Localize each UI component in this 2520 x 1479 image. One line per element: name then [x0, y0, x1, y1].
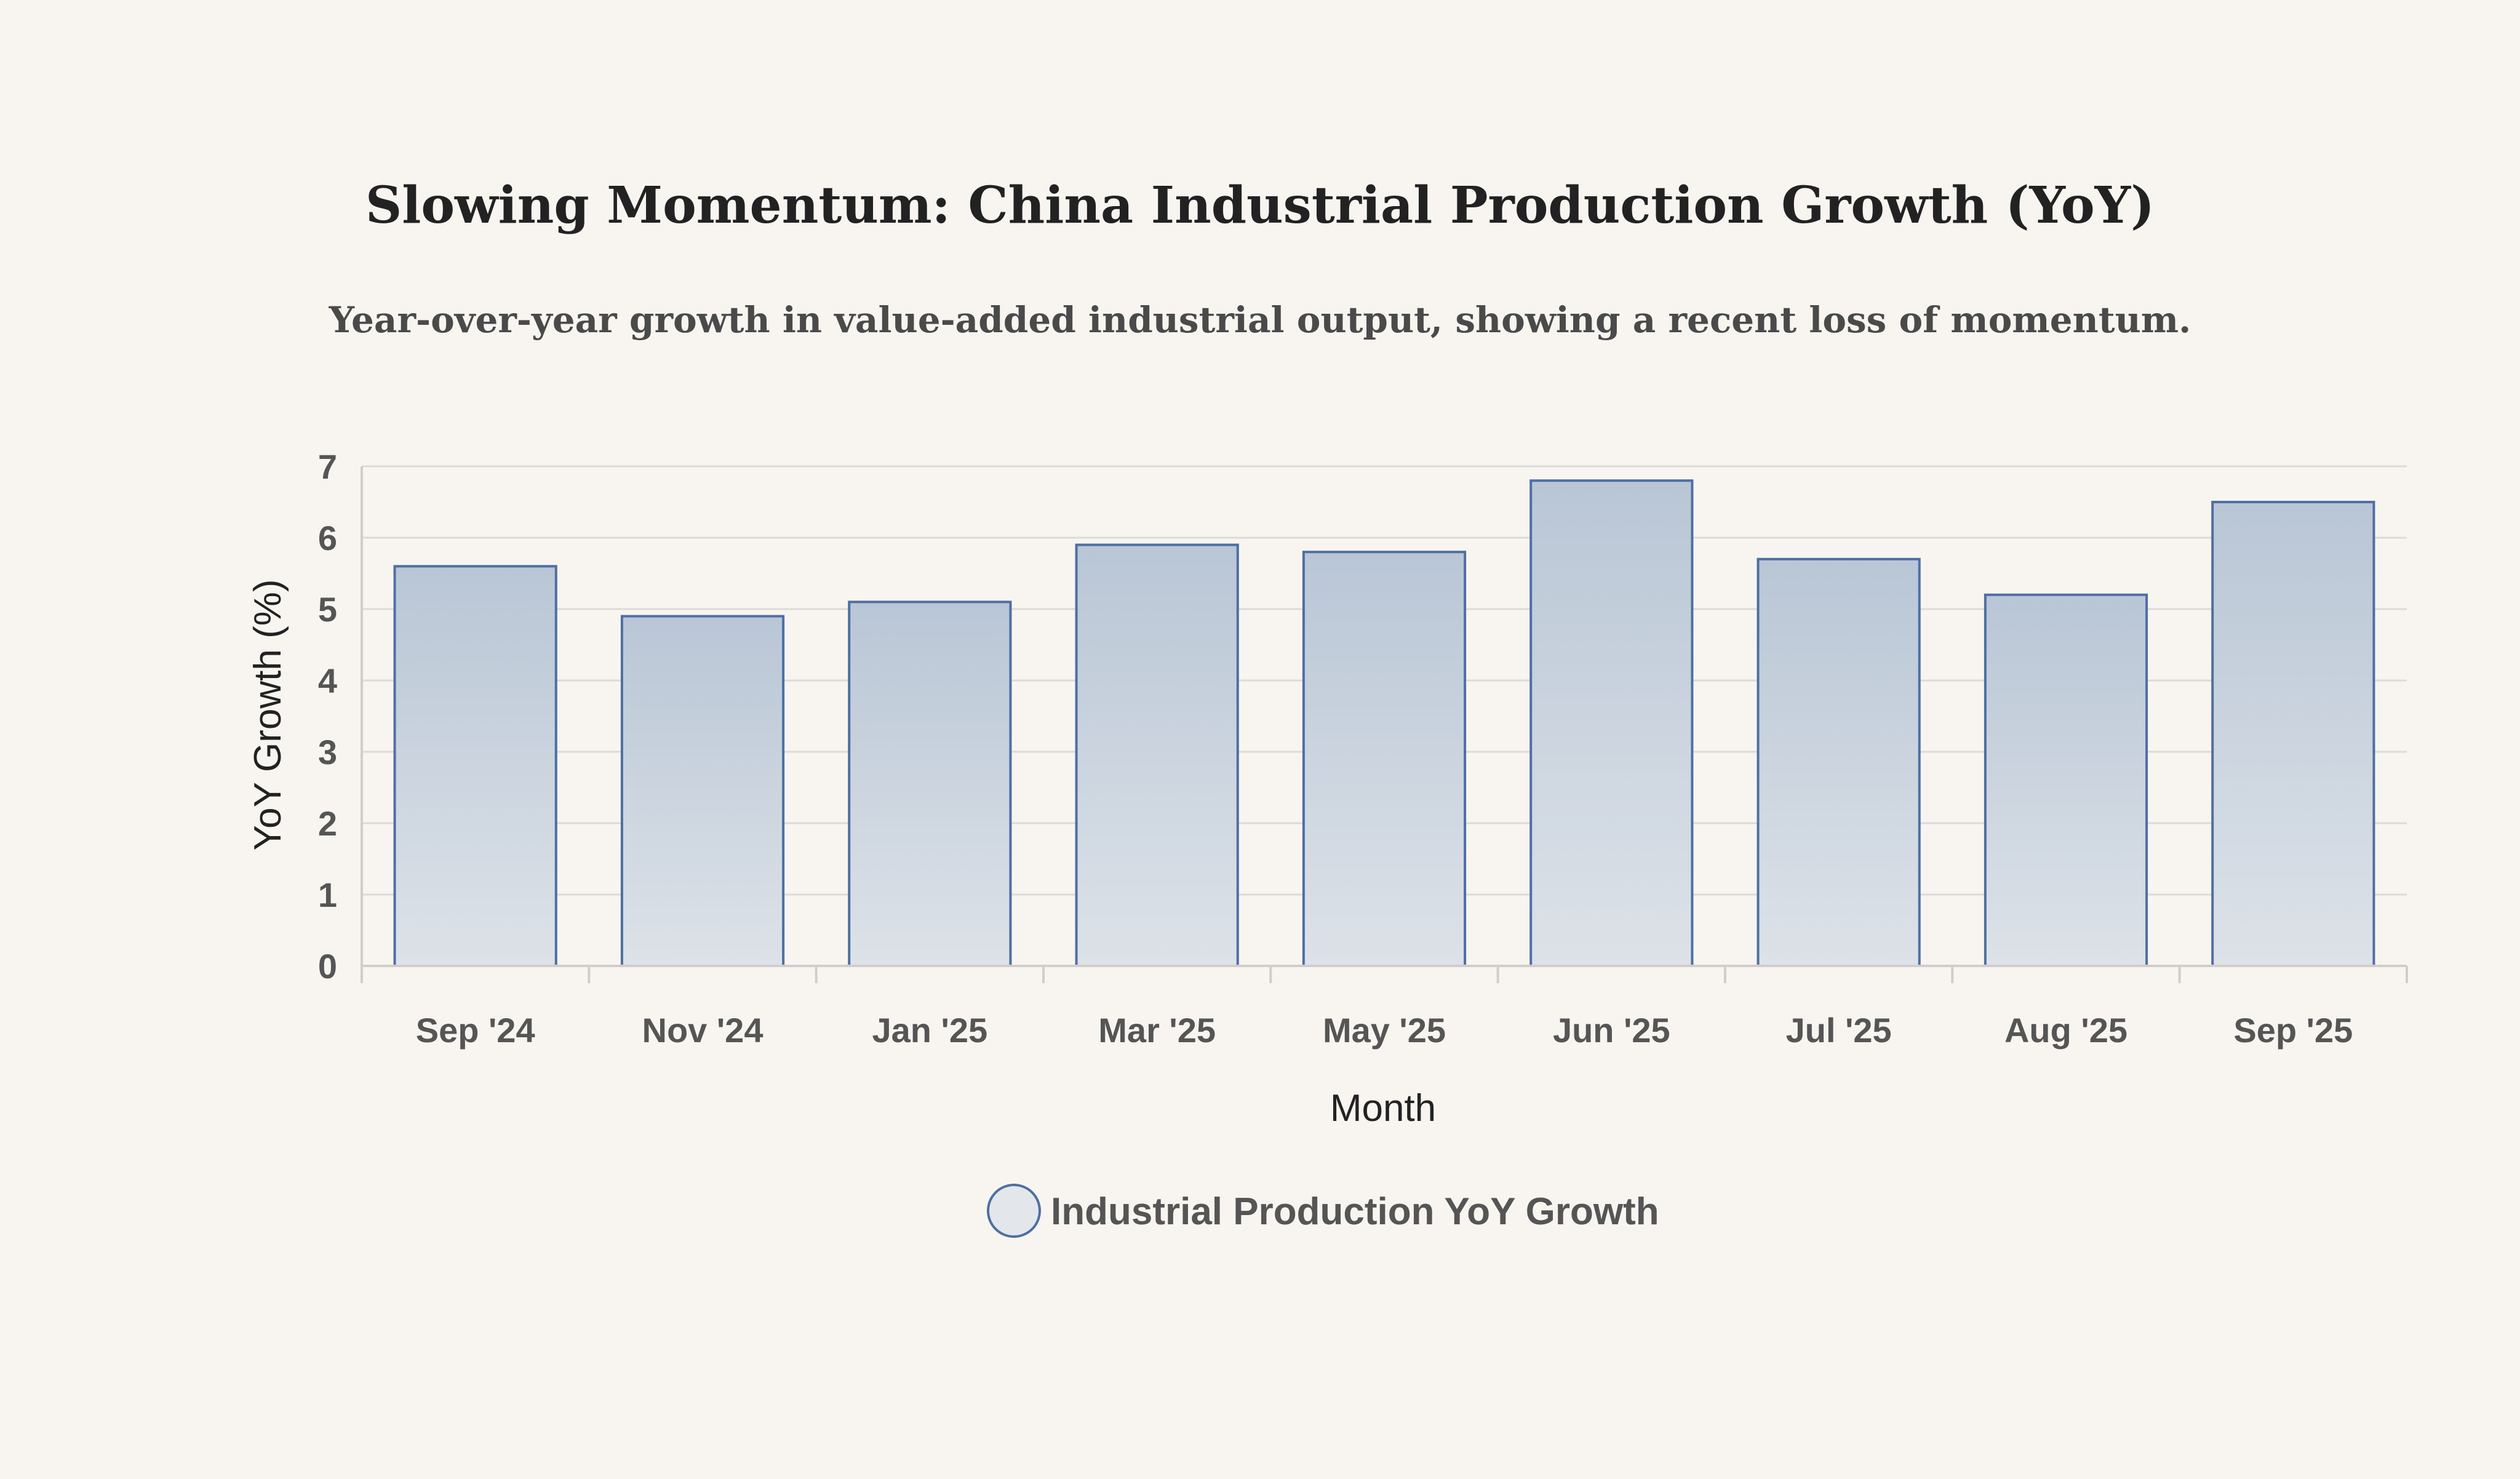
y-tick-label: 0	[318, 947, 337, 986]
x-tick-label: Sep '25	[2233, 1011, 2353, 1050]
bar[interactable]	[620, 615, 785, 967]
y-tick-label: 3	[318, 733, 337, 771]
x-axis-title: Month	[1330, 1087, 1436, 1130]
x-tick-labels: Sep '24 Nov '24 Jan '25 Mar '25 May '25 Jun '…	[416, 1011, 2353, 1050]
bar[interactable]	[1756, 557, 1921, 967]
x-tick-label: Mar '25	[1098, 1011, 1216, 1050]
x-tick-label: May '25	[1323, 1011, 1446, 1050]
y-tick-label: 4	[318, 661, 337, 700]
chart-subtitle: Year-over-year growth in value-added ind…	[329, 299, 2191, 341]
axes	[361, 466, 2408, 983]
bars	[393, 479, 2375, 967]
x-tick-label: Sep '24	[416, 1011, 535, 1050]
y-tick-label: 2	[318, 804, 337, 843]
legend[interactable]: Industrial Production YoY Growth	[987, 1184, 1659, 1238]
y-tick-label: 6	[318, 519, 337, 557]
legend-swatch-icon[interactable]	[987, 1184, 1041, 1238]
y-tick-labels: 0 1 2 3 4 5 6 7	[318, 447, 337, 986]
x-tick-label: Jan '25	[872, 1011, 987, 1050]
chart-title: Slowing Momentum: China Industrial Produ…	[365, 176, 2155, 235]
bar[interactable]	[1302, 551, 1467, 967]
bar[interactable]	[1075, 543, 1239, 967]
bar[interactable]	[1984, 593, 2148, 967]
bar[interactable]	[1529, 479, 1694, 967]
x-tick-label: Nov '24	[642, 1011, 764, 1050]
x-tick-label: Aug '25	[2004, 1011, 2127, 1050]
bar[interactable]	[848, 600, 1012, 967]
bar[interactable]	[2211, 501, 2375, 967]
x-tick-label: Jun '25	[1553, 1011, 1670, 1050]
legend-label[interactable]: Industrial Production YoY Growth	[1051, 1190, 1659, 1233]
bar[interactable]	[393, 565, 557, 967]
x-tick-label: Jul '25	[1786, 1011, 1892, 1050]
y-tick-label: 7	[318, 447, 337, 486]
y-axis-title: YoY Growth (%)	[247, 579, 289, 850]
y-tick-label: 5	[318, 590, 337, 629]
y-tick-label: 1	[318, 875, 337, 914]
